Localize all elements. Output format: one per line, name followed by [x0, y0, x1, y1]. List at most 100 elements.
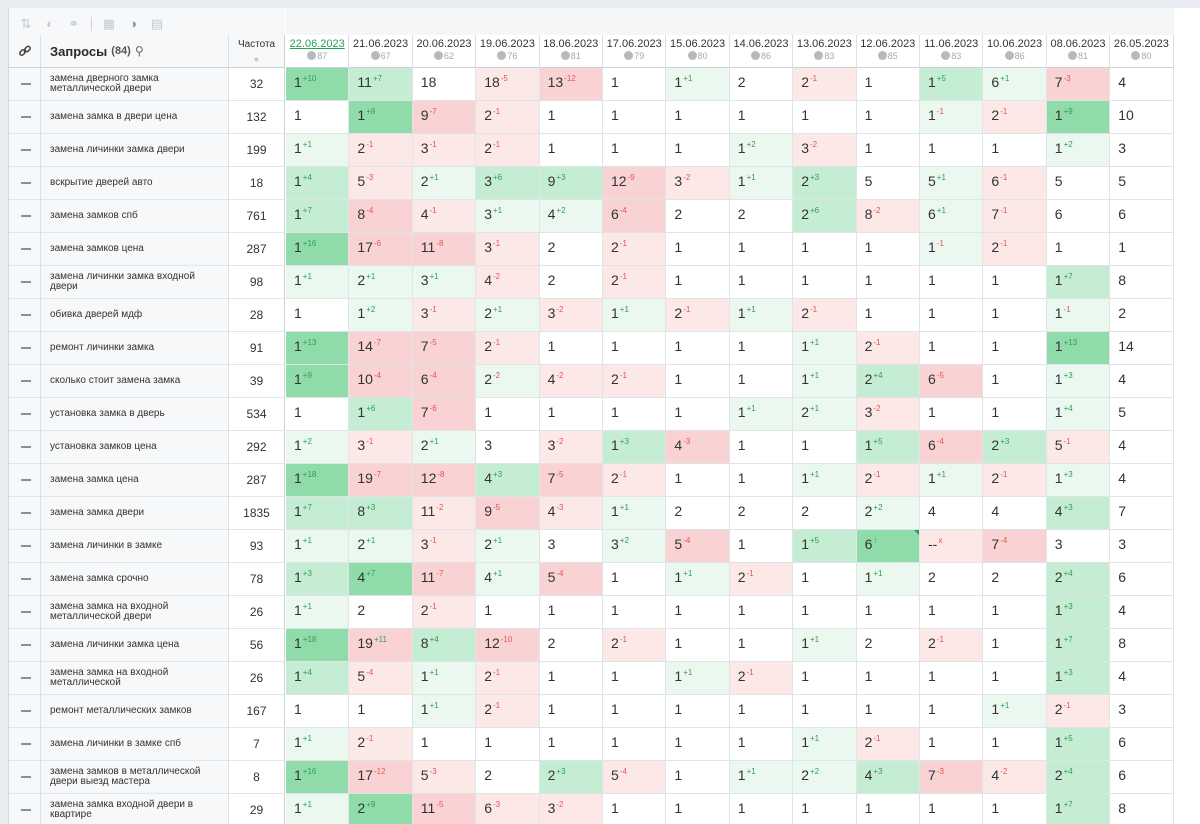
position-cell[interactable]: 1 — [793, 266, 857, 299]
position-cell[interactable]: 2+2 — [793, 761, 857, 794]
position-cell[interactable]: 2 — [666, 497, 730, 530]
position-cell[interactable]: 2 — [920, 563, 984, 596]
query-cell[interactable]: вскрытие дверей авто — [41, 167, 229, 200]
position-cell[interactable]: 1 — [920, 695, 984, 728]
query-column-header[interactable]: Запросы (84) ⚲ — [41, 35, 229, 68]
position-cell[interactable]: 4 — [1110, 464, 1174, 497]
position-cell[interactable]: 2+9 — [349, 794, 413, 824]
position-cell[interactable]: 6-4 — [412, 365, 477, 398]
query-cell[interactable]: обивка дверей мдф — [41, 299, 229, 332]
position-cell[interactable]: 1 — [539, 398, 603, 431]
position-cell[interactable]: 4+3 — [856, 761, 920, 794]
position-cell[interactable]: 17-12 — [349, 761, 413, 794]
row-link-cell[interactable] — [9, 299, 41, 332]
position-cell[interactable]: 5-3 — [349, 167, 413, 200]
position-cell[interactable]: 2-1 — [603, 464, 667, 497]
position-cell[interactable]: 2-1 — [603, 233, 667, 266]
position-cell[interactable]: 1+1 — [793, 728, 857, 761]
position-cell[interactable]: 2-1 — [856, 728, 920, 761]
position-cell[interactable]: 1+3 — [603, 431, 667, 464]
date-column-header[interactable]: 20.06.2023 62 — [412, 35, 477, 68]
position-cell[interactable]: 4-2 — [983, 761, 1047, 794]
position-cell[interactable]: 1 — [856, 233, 920, 266]
position-cell[interactable]: 1+8 — [349, 101, 413, 134]
position-cell[interactable]: 3 — [1110, 134, 1174, 167]
position-cell[interactable]: 9-7 — [412, 101, 477, 134]
position-cell[interactable]: 2+4 — [856, 365, 920, 398]
position-cell[interactable]: 7-6 — [412, 398, 477, 431]
position-cell[interactable]: 14 — [1110, 332, 1174, 365]
date-column-header[interactable]: 21.06.2023 67 — [349, 35, 413, 68]
date-label[interactable]: 08.06.2023 — [1050, 38, 1106, 50]
position-cell[interactable]: 1 — [793, 431, 857, 464]
position-cell[interactable]: 3 — [1046, 530, 1111, 563]
date-label[interactable]: 20.06.2023 — [416, 38, 472, 50]
position-cell[interactable]: 1 — [983, 134, 1047, 167]
position-cell[interactable]: 2-1 — [856, 332, 920, 365]
position-cell[interactable]: 1+9 — [1046, 101, 1111, 134]
position-cell[interactable]: 1+3 — [1046, 365, 1111, 398]
position-cell[interactable]: 4 — [1110, 68, 1174, 101]
position-cell[interactable]: 2-1 — [476, 101, 540, 134]
contrast-icon[interactable]: ◑ — [129, 16, 137, 31]
position-cell[interactable]: 2+1 — [412, 167, 477, 200]
position-cell[interactable]: 10-4 — [349, 365, 413, 398]
row-link-cell[interactable] — [9, 431, 41, 464]
date-label[interactable]: 19.06.2023 — [479, 38, 535, 50]
position-cell[interactable]: 7-4 — [983, 530, 1047, 563]
date-label[interactable]: 21.06.2023 — [353, 38, 409, 50]
position-cell[interactable]: 5 — [856, 167, 920, 200]
position-cell[interactable]: 1 — [1046, 233, 1111, 266]
calendar-icon[interactable]: ▦ — [102, 15, 116, 31]
position-cell[interactable]: 1 — [729, 431, 794, 464]
position-cell[interactable]: 1 — [476, 398, 540, 431]
position-cell[interactable]: 1 — [856, 134, 920, 167]
row-link-cell[interactable] — [9, 101, 41, 134]
position-cell[interactable]: 2-1 — [349, 728, 413, 761]
position-cell[interactable]: 3-2 — [539, 794, 603, 824]
position-cell[interactable]: 8+4 — [412, 629, 477, 662]
date-label[interactable]: 11.06.2023 — [924, 38, 979, 50]
position-cell[interactable]: 1 — [920, 398, 984, 431]
position-cell[interactable]: 1-1 — [1046, 299, 1111, 332]
query-cell[interactable]: замена замка входной двери в квартире — [41, 794, 229, 824]
position-cell[interactable]: 10 — [1110, 101, 1174, 134]
position-cell[interactable]: 1 — [793, 794, 857, 824]
position-cell[interactable]: 2-1 — [856, 464, 920, 497]
position-cell[interactable]: 6-4 — [920, 431, 984, 464]
date-label[interactable]: 14.06.2023 — [733, 38, 789, 50]
position-cell[interactable]: 4+3 — [476, 464, 540, 497]
position-cell[interactable]: 2 — [983, 563, 1047, 596]
position-cell[interactable]: 2+2 — [856, 497, 920, 530]
position-cell[interactable]: 1+1 — [793, 629, 857, 662]
position-cell[interactable]: 1 — [729, 101, 794, 134]
position-cell[interactable]: 8+3 — [349, 497, 413, 530]
position-cell[interactable]: 4+7 — [349, 563, 413, 596]
position-cell[interactable]: 3-1 — [412, 299, 477, 332]
position-cell[interactable]: 2 — [729, 200, 794, 233]
position-cell[interactable]: 3-2 — [856, 398, 920, 431]
position-cell[interactable]: 8 — [1110, 794, 1174, 824]
position-cell[interactable]: 5-4 — [539, 563, 603, 596]
position-cell[interactable]: 18 — [412, 68, 477, 101]
position-cell[interactable]: 4 — [920, 497, 984, 530]
query-cell[interactable]: замена личинки замка входной двери — [41, 266, 229, 299]
position-cell[interactable]: 2-1 — [1046, 695, 1111, 728]
position-cell[interactable]: 4 — [1110, 431, 1174, 464]
position-cell[interactable]: 1 — [983, 398, 1047, 431]
position-cell[interactable]: 1+13 — [1046, 332, 1111, 365]
position-cell[interactable]: 1 — [1110, 233, 1174, 266]
position-cell[interactable]: 4 — [1110, 596, 1174, 629]
position-cell[interactable]: 2-1 — [476, 134, 540, 167]
position-cell[interactable]: 2+4 — [1046, 563, 1111, 596]
position-cell[interactable]: 2-1 — [983, 233, 1047, 266]
query-cell[interactable]: замена дверного замка металлической двер… — [41, 68, 229, 101]
query-cell[interactable]: ремонт личинки замка — [41, 332, 229, 365]
row-link-cell[interactable] — [9, 497, 41, 530]
position-cell[interactable]: 1 — [920, 728, 984, 761]
position-cell[interactable]: 3-2 — [539, 431, 603, 464]
position-cell[interactable]: 2 — [539, 266, 603, 299]
position-cell[interactable]: 2-1 — [349, 134, 413, 167]
position-cell[interactable]: 2-1 — [793, 68, 857, 101]
row-link-cell[interactable] — [9, 266, 41, 299]
